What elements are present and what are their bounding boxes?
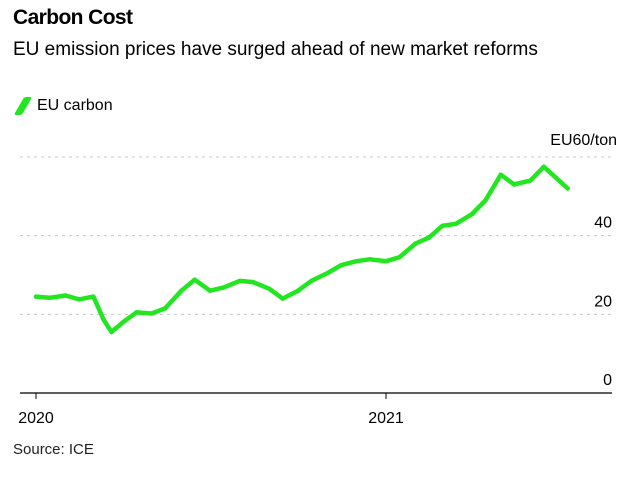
- data-point: [295, 288, 301, 293]
- data-point: [498, 172, 503, 177]
- data-point: [267, 286, 272, 291]
- data-point: [280, 296, 285, 301]
- y-tick-label: 0: [603, 372, 612, 389]
- data-point: [354, 259, 359, 264]
- data-point: [192, 277, 197, 282]
- y-tick-label: 40: [594, 215, 612, 232]
- source-note: Source: ICE: [13, 441, 94, 458]
- data-point: [309, 278, 314, 284]
- data-point: [237, 278, 242, 284]
- data-point: [565, 186, 570, 191]
- data-point: [511, 182, 517, 187]
- x-tick-label: 2021: [368, 410, 404, 427]
- data-point: [120, 320, 126, 325]
- data-point: [109, 329, 114, 335]
- chart-title: Carbon Cost: [13, 6, 133, 29]
- data-point: [556, 178, 562, 183]
- x-tick-label: 2020: [18, 410, 54, 427]
- legend: EU carbon: [13, 97, 113, 115]
- data-point: [162, 306, 168, 311]
- data-point: [149, 311, 154, 316]
- data-point: [426, 235, 432, 240]
- data-point: [207, 288, 213, 293]
- data-point: [101, 318, 107, 323]
- data-point: [250, 279, 256, 285]
- series-line-eu-carbon: [33, 164, 570, 335]
- data-point: [91, 294, 96, 299]
- data-point: [440, 223, 445, 229]
- data-point: [179, 288, 184, 293]
- data-point: [338, 262, 344, 268]
- data-point: [47, 295, 52, 301]
- data-point: [541, 164, 546, 170]
- data-point: [483, 198, 488, 203]
- data-point: [383, 259, 389, 264]
- data-point: [413, 241, 418, 246]
- legend-label: EU carbon: [37, 97, 113, 114]
- data-point: [325, 270, 330, 276]
- data-point: [397, 255, 402, 260]
- y-tick-label: 20: [594, 293, 612, 310]
- data-point: [469, 211, 475, 217]
- data-point: [33, 294, 39, 299]
- data-point: [528, 178, 533, 183]
- y-axis-unit-label: EU60/ton: [550, 132, 617, 149]
- data-point: [134, 310, 139, 315]
- chart-subtitle: EU emission prices have surged ahead of …: [13, 39, 538, 60]
- data-point: [76, 297, 82, 302]
- data-point: [63, 293, 68, 298]
- data-point: [367, 257, 372, 262]
- data-point: [453, 221, 459, 227]
- data-point: [221, 285, 226, 290]
